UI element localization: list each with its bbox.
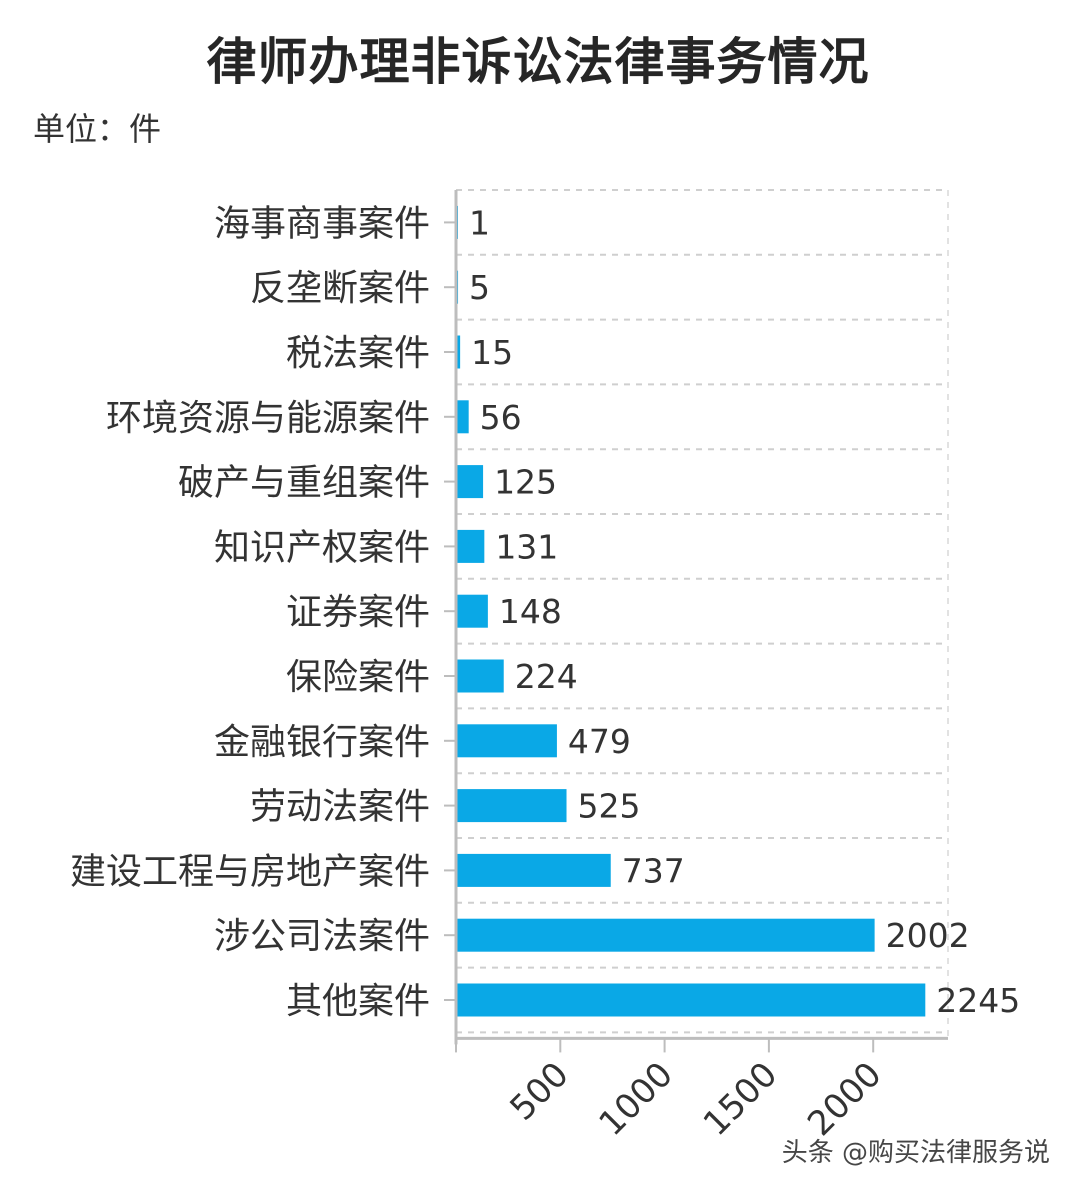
axis-layer [444,190,948,1053]
x-tick-label: 1000 [591,1054,680,1143]
bar [457,983,926,1017]
value-label: 56 [480,398,522,437]
label-layer: 500 1000 1500 2000 海事商事案件 1 反垄断案件 5 税法案件 15 环境资源与能… [70,203,1020,1144]
value-label: 131 [495,527,558,566]
bar [457,789,567,823]
watermark: 头条 @购买法律服务说 [781,1138,1050,1168]
bar-layer [457,205,926,1017]
value-label: 148 [499,592,562,631]
bar [457,335,461,369]
category-label: 破产与重组案件 [178,463,430,504]
category-label: 建设工程与房地产案件 [70,851,430,892]
bar [457,918,875,952]
bar [457,270,459,304]
category-label: 劳动法案件 [250,787,430,828]
bar [457,724,557,758]
x-tick-label: 2000 [800,1054,889,1143]
value-label: 2002 [886,916,970,955]
category-label: 反垄断案件 [250,268,430,309]
category-label: 环境资源与能源案件 [106,398,430,439]
bar [457,465,484,499]
value-label: 2245 [936,981,1020,1020]
unit-label: 单位：件 [33,110,162,148]
x-tick-label: 500 [502,1054,576,1128]
bar [457,529,485,563]
bar [457,853,611,887]
x-tick-label: 1500 [696,1054,785,1143]
category-label: 海事商事案件 [214,203,430,244]
category-label: 金融银行案件 [214,722,430,763]
value-label: 224 [515,657,578,696]
value-label: 5 [469,268,490,307]
category-label: 税法案件 [286,333,430,374]
value-label: 1 [469,203,490,242]
category-label: 其他案件 [286,981,430,1022]
grid-layer [456,189,949,1039]
value-label: 525 [578,787,641,826]
bar [457,659,504,693]
value-label: 15 [471,333,513,372]
value-label: 479 [568,722,631,761]
value-label: 125 [494,463,557,502]
category-label: 保险案件 [286,657,430,698]
category-label: 证券案件 [286,592,430,633]
bar [457,594,488,628]
category-label: 涉公司法案件 [214,916,430,957]
value-label: 737 [622,851,685,890]
chart-title: 律师办理非诉讼法律事务情况 [206,33,870,91]
category-label: 知识产权案件 [214,527,430,568]
bar [457,400,469,434]
